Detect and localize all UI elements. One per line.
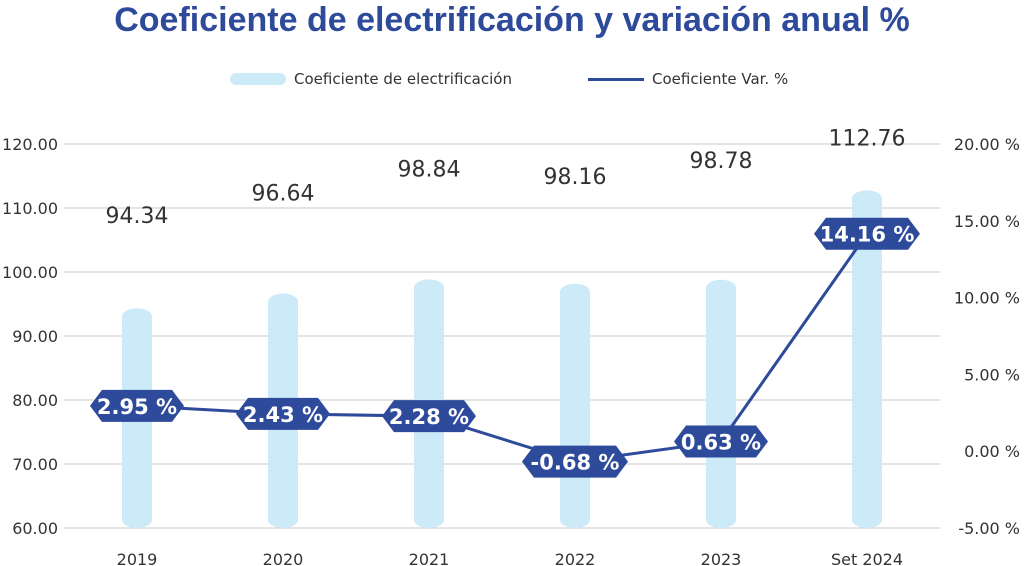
legend-item-line: Coeficiente Var. % xyxy=(588,66,788,92)
percent-label-text: 2.28 % xyxy=(389,405,469,429)
y-right-tick-label: 15.00 % xyxy=(954,212,1020,231)
bar-value-label: 112.76 xyxy=(829,126,906,151)
legend-label-bar: Coeficiente de electrificación xyxy=(294,70,512,88)
y-right-tick-label: 10.00 % xyxy=(954,289,1020,308)
percent-label: 14.16 % xyxy=(814,217,920,250)
percent-label-badge xyxy=(382,400,476,433)
percent-label: -0.68 % xyxy=(522,445,628,478)
legend-label-line: Coeficiente Var. % xyxy=(652,70,789,88)
bar xyxy=(852,190,882,528)
legend-swatch-bar xyxy=(230,73,286,85)
x-axis: 2019 2020 2021 2022 2023 Set 2024 xyxy=(117,550,903,566)
y-left-tick-label: 110.00 xyxy=(2,199,58,218)
x-tick-label: 2020 xyxy=(263,550,304,566)
percent-label-badge xyxy=(674,425,768,458)
y-left-tick-label: 120.00 xyxy=(2,135,58,154)
percent-label: 2.43 % xyxy=(236,397,330,430)
bar-value-label: 94.34 xyxy=(106,204,169,229)
y-right-tick-label: 0.00 % xyxy=(964,442,1020,461)
percent-labels: 2.95 % 2.43 % 2.28 % -0.68 % 0.63 % 14.16 % xyxy=(90,217,920,478)
legend-swatch-line xyxy=(588,77,644,81)
percent-label-text: 2.43 % xyxy=(243,403,323,427)
x-tick-label: Set 2024 xyxy=(831,550,903,566)
bar xyxy=(560,283,590,528)
y-right-tick-label: -5.00 % xyxy=(958,519,1020,538)
legend-item-bar: Coeficiente de electrificación xyxy=(230,66,512,92)
percent-label-badge xyxy=(522,445,628,478)
y-right-tick-label: 20.00 % xyxy=(954,135,1020,154)
bar-value-label: 98.78 xyxy=(690,149,753,174)
grid xyxy=(64,143,940,529)
percent-label-badge xyxy=(236,397,330,430)
chart-title: Coeficiente de electrificación y variaci… xyxy=(114,1,910,39)
percent-label-badge xyxy=(814,217,920,250)
y-right-tick-label: 5.00 % xyxy=(964,365,1020,384)
percent-label: 0.63 % xyxy=(674,425,768,458)
x-tick-label: 2022 xyxy=(555,550,596,566)
x-tick-label: 2019 xyxy=(117,550,158,566)
percent-label-text: 0.63 % xyxy=(681,431,761,455)
bar-value-label: 98.16 xyxy=(544,165,607,190)
y-left-tick-label: 70.00 xyxy=(12,455,58,474)
x-tick-label: 2023 xyxy=(701,550,742,566)
bars xyxy=(122,190,882,528)
bar-value-label: 98.84 xyxy=(398,157,461,182)
y-left-tick-label: 80.00 xyxy=(12,391,58,410)
bar-value-label: 96.64 xyxy=(252,182,315,207)
percent-label-text: -0.68 % xyxy=(531,451,620,475)
percent-label-text: 14.16 % xyxy=(820,223,915,247)
value-labels: 94.34 96.64 98.84 98.16 98.78 112.76 xyxy=(106,126,906,229)
y-left-tick-label: 60.00 xyxy=(12,519,58,538)
percent-label: 2.95 % xyxy=(90,389,184,422)
percent-label: 2.28 % xyxy=(382,400,476,433)
percent-label-badge xyxy=(90,389,184,422)
y-axis-left: 60.00 70.00 80.00 90.00 100.00 110.00 120.00 xyxy=(2,135,58,538)
bar xyxy=(706,279,736,528)
x-tick-label: 2021 xyxy=(409,550,450,566)
percent-label-text: 2.95 % xyxy=(97,395,177,419)
y-axis-right: -5.00 % 0.00 % 5.00 % 10.00 % 15.00 % 20.00 % xyxy=(954,135,1020,538)
y-left-tick-label: 100.00 xyxy=(2,263,58,282)
legend: Coeficiente de electrificación Coeficien… xyxy=(0,66,1024,92)
y-left-tick-label: 90.00 xyxy=(12,327,58,346)
